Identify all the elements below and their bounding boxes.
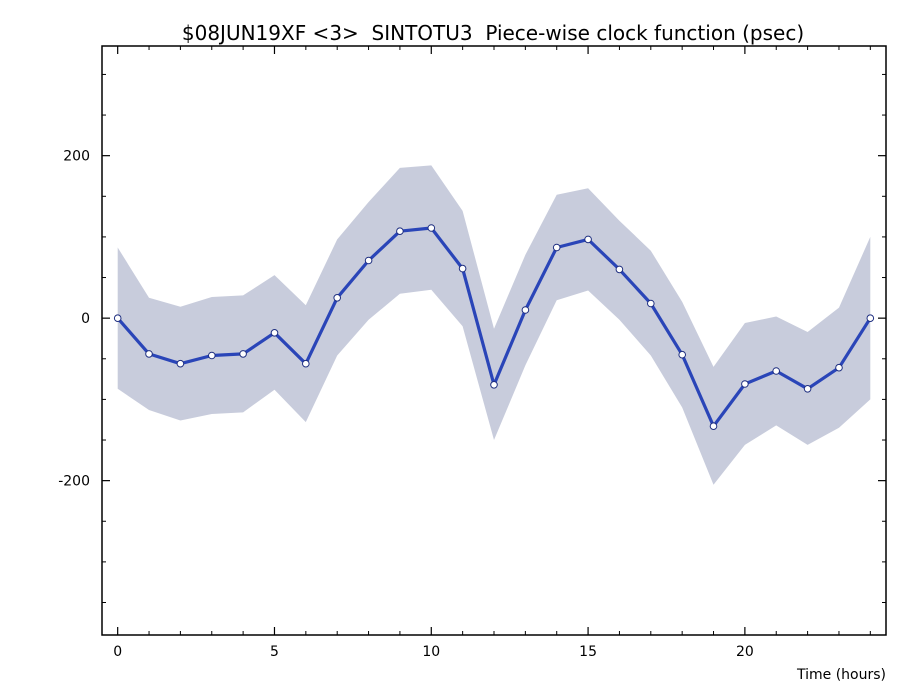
x-axis-label: Time (hours) — [796, 667, 886, 683]
data-point — [866, 314, 875, 323]
data-point — [113, 314, 122, 323]
data-point — [302, 359, 310, 368]
data-point — [678, 350, 687, 359]
x-tick-label: 10 — [422, 644, 440, 660]
series-0-band — [117, 165, 871, 485]
data-point — [208, 351, 216, 360]
data-point — [552, 243, 561, 252]
chart-title: $08JUN19XF <3> SINTOTU3 Piece-wise clock… — [182, 21, 804, 45]
data-point — [396, 227, 404, 235]
axis-ticks: 0 5 10 15 20 -200 0 200 — [58, 46, 886, 660]
data-point — [239, 350, 247, 358]
x-tick-label: 0 — [113, 644, 122, 660]
data-point — [145, 350, 153, 358]
data-point — [364, 256, 373, 265]
confidence-band-layer — [117, 165, 871, 485]
y-tick-label: 0 — [81, 311, 90, 327]
x-tick-label: 5 — [270, 644, 279, 660]
data-point — [741, 380, 749, 388]
y-tick-label: 200 — [63, 149, 90, 165]
data-point — [835, 363, 843, 372]
data-point — [647, 299, 655, 308]
data-point — [772, 367, 781, 375]
data-point — [176, 359, 185, 368]
y-tick-label: -200 — [58, 474, 90, 490]
x-tick-label: 20 — [736, 644, 754, 660]
series-point-layer — [113, 224, 875, 431]
data-point — [427, 224, 436, 232]
data-point — [709, 422, 718, 431]
data-point — [615, 265, 624, 274]
x-tick-label: 15 — [579, 644, 597, 660]
data-point — [521, 306, 530, 314]
data-point — [803, 385, 812, 393]
data-point — [584, 235, 592, 244]
data-point — [270, 329, 279, 337]
data-point — [333, 294, 342, 302]
data-point — [458, 264, 467, 273]
data-point — [490, 381, 498, 389]
